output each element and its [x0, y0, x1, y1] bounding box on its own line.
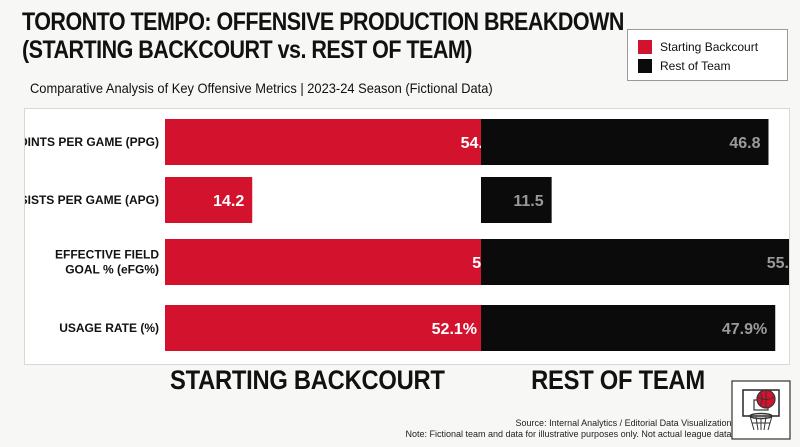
bar-starting-backcourt	[165, 305, 486, 351]
chart-panel: POINTS PER GAME (PPG)54.546.8ASSISTS PER…	[24, 108, 790, 365]
disclaimer-line: Note: Fictional team and data for illust…	[405, 429, 734, 439]
data-label: 52.1%	[432, 321, 477, 338]
legend-item-starting-backcourt: Starting Backcourt	[638, 40, 758, 54]
panel-label-rest-of-team: REST OF TEAM	[531, 365, 705, 395]
legend-label-starting-backcourt: Starting Backcourt	[660, 40, 759, 54]
category-label: GOAL % (eFG%)	[65, 263, 159, 277]
panel-label-starting-backcourt: STARTING BACKCOURT	[170, 365, 445, 395]
bar-rest-of-team	[481, 305, 776, 351]
legend-label-rest-of-team: Rest of Team	[660, 59, 731, 73]
bar-starting-backcourt	[165, 239, 526, 285]
bar-starting-backcourt	[165, 119, 500, 165]
category-label: USAGE RATE (%)	[59, 321, 159, 335]
bar-rest-of-team	[481, 177, 552, 223]
source-line: Source: Internal Analytics / Editorial D…	[515, 418, 734, 428]
legend-item-rest-of-team: Rest of Team	[638, 59, 730, 73]
chart-subtitle: Comparative Analysis of Key Offensive Me…	[30, 80, 493, 96]
legend-swatch-rest-of-team	[638, 59, 652, 73]
data-label: 47.9%	[722, 321, 767, 338]
chart-title-line-1: TORONTO TEMPO: OFFENSIVE PRODUCTION BREA…	[22, 8, 624, 36]
legend-swatch-starting-backcourt	[638, 40, 652, 54]
data-label: 46.8	[729, 135, 760, 152]
basketball-hoop-icon	[731, 380, 791, 440]
legend: Starting Backcourt Rest of Team	[627, 29, 788, 81]
chart-title-line-2: (STARTING BACKCOURT vs. REST OF TEAM)	[22, 36, 472, 64]
bar-chart: POINTS PER GAME (PPG)54.546.8ASSISTS PER…	[25, 119, 789, 351]
source-note: Source: Internal Analytics / Editorial D…	[405, 418, 734, 440]
data-label: 11.5	[513, 193, 543, 210]
category-label: POINTS PER GAME (PPG)	[25, 135, 159, 149]
category-label: EFFECTIVE FIELD	[55, 248, 159, 262]
data-label: 55.2%	[767, 255, 789, 272]
bar-rest-of-team	[481, 239, 789, 285]
data-label: 14.2	[213, 193, 244, 210]
category-label: ASSISTS PER GAME (APG)	[25, 193, 159, 207]
bar-starting-backcourt	[165, 177, 253, 223]
bar-rest-of-team	[481, 119, 769, 165]
chart-title: TORONTO TEMPO: OFFENSIVE PRODUCTION BREA…	[22, 8, 624, 64]
